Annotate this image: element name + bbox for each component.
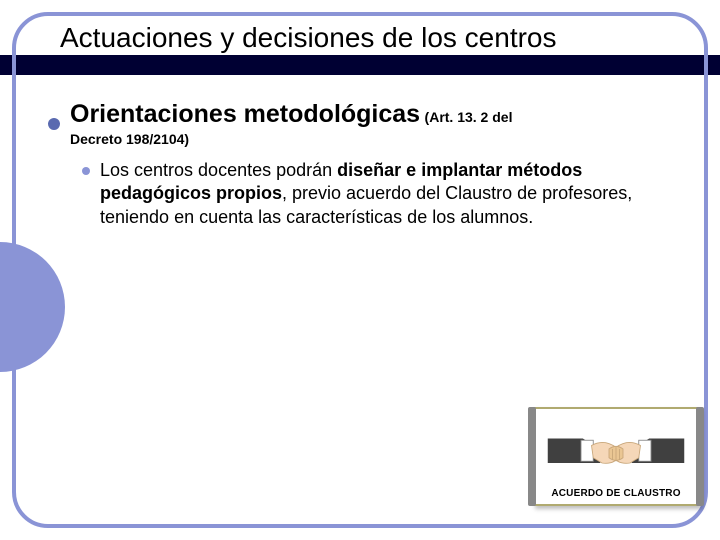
heading-ref-line2: Decreto 198/2104) bbox=[70, 131, 684, 147]
bracket-left-icon bbox=[528, 407, 536, 506]
callout-frame: ACUERDO DE CLAUSTRO bbox=[532, 407, 700, 506]
handshake-icon bbox=[538, 413, 694, 485]
heading-line: Orientaciones metodológicas (Art. 13. 2 … bbox=[70, 100, 512, 129]
bracket-right-icon bbox=[696, 407, 704, 506]
body-text: Los centros docentes podrán diseñar e im… bbox=[100, 159, 684, 229]
level2-bullet-row: Los centros docentes podrán diseñar e im… bbox=[82, 159, 684, 229]
content-area: Orientaciones metodológicas (Art. 13. 2 … bbox=[48, 100, 684, 229]
bullet-dot-icon bbox=[48, 118, 60, 130]
callout-box: ACUERDO DE CLAUSTRO bbox=[532, 407, 700, 506]
heading-ref: (Art. 13. 2 del bbox=[425, 109, 513, 125]
bullet-dot-icon bbox=[82, 167, 90, 175]
level1-bullet-row: Orientaciones metodológicas (Art. 13. 2 … bbox=[48, 100, 684, 129]
callout-label: ACUERDO DE CLAUSTRO bbox=[538, 485, 694, 500]
heading-main: Orientaciones metodológicas bbox=[70, 100, 420, 128]
body-seg-1: Los centros docentes podrán bbox=[100, 160, 337, 180]
slide-title: Actuaciones y decisiones de los centros bbox=[60, 22, 557, 54]
